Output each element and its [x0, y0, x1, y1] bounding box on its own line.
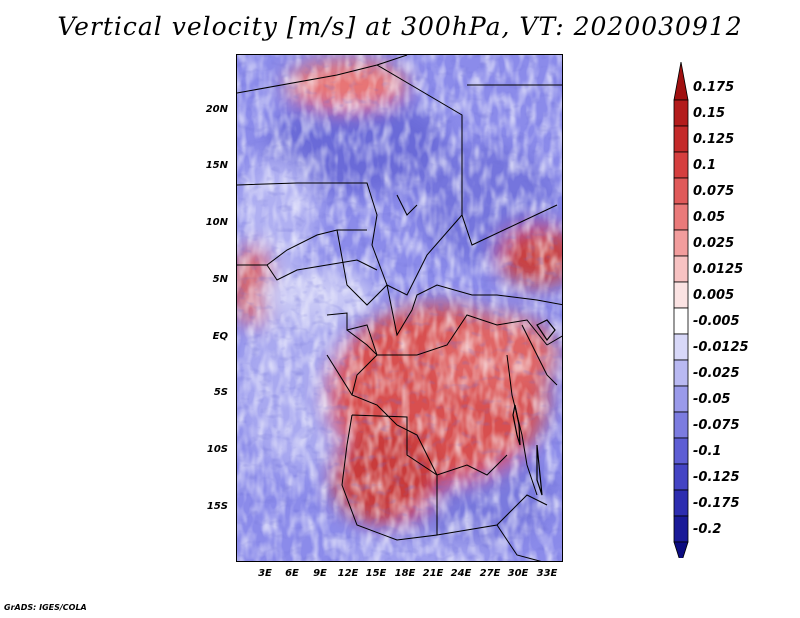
- country-boundaries: [237, 55, 562, 561]
- field-texture-dark: [237, 55, 562, 561]
- legend-label: -0.175: [693, 496, 740, 511]
- color-bar-segment: [673, 541, 689, 558]
- legend-label: -0.05: [693, 392, 731, 407]
- color-bar-segment: [673, 177, 689, 205]
- lon-label-27e: 27E: [479, 568, 501, 579]
- legend-label: 0.0125: [693, 262, 744, 277]
- lat-label-10n: 10N: [205, 217, 228, 228]
- lon-label-21e: 21E: [422, 568, 444, 579]
- color-bar-segment: [673, 229, 689, 257]
- legend-label: 0.005: [693, 288, 735, 303]
- lon-label-6e: 6E: [285, 568, 299, 579]
- lon-label-18e: 18E: [394, 568, 416, 579]
- lat-label-15n: 15N: [205, 160, 228, 171]
- legend-label: 0.125: [693, 132, 735, 147]
- lat-label-10s: 10S: [206, 444, 228, 455]
- legend-label: 0.025: [693, 236, 735, 251]
- lat-label-5s: 5S: [213, 387, 228, 398]
- color-bar-segment: [673, 385, 689, 413]
- color-bar-segment: [673, 203, 689, 231]
- legend-label: -0.075: [693, 418, 740, 433]
- map-panel: [236, 54, 563, 562]
- color-bar-segment: [673, 463, 689, 491]
- plot-title: Vertical velocity [m/s] at 300hPa, VT: 2…: [57, 12, 743, 41]
- lat-label-15s: 15S: [206, 501, 228, 512]
- velocity-field-map: [237, 55, 562, 561]
- color-bar-segment: [673, 307, 689, 335]
- lat-label-20n: 20N: [205, 104, 228, 115]
- color-bar-segment: [673, 411, 689, 439]
- lon-label-12e: 12E: [337, 568, 359, 579]
- lon-label-3e: 3E: [258, 568, 272, 579]
- color-bar-segment: [673, 359, 689, 387]
- color-bar-segment: [673, 151, 689, 179]
- legend-label: 0.05: [693, 210, 726, 225]
- lon-label-33e: 33E: [536, 568, 558, 579]
- color-bar-segment: [673, 62, 689, 101]
- legend-label: -0.2: [693, 522, 722, 537]
- color-bar-segment: [673, 125, 689, 153]
- lake-outlines: [512, 319, 556, 496]
- lon-label-15e: 15E: [365, 568, 387, 579]
- grads-credit: GrADS: IGES/COLA: [4, 603, 87, 612]
- color-bar-segment: [673, 281, 689, 309]
- legend-label: -0.0125: [693, 340, 749, 355]
- lon-label-30e: 30E: [507, 568, 529, 579]
- lon-label-9e: 9E: [313, 568, 327, 579]
- color-bar-segment: [673, 99, 689, 127]
- color-bar: [673, 62, 689, 558]
- legend-label: -0.025: [693, 366, 740, 381]
- legend-label: 0.1: [693, 158, 717, 173]
- legend-label: -0.005: [693, 314, 740, 329]
- legend-label: -0.1: [693, 444, 722, 459]
- color-bar-segment: [673, 255, 689, 283]
- lat-label-5n: 5N: [212, 274, 228, 285]
- color-bar-segment: [673, 515, 689, 543]
- legend-label: 0.075: [693, 184, 735, 199]
- color-bar-segment: [673, 489, 689, 517]
- color-bar-segment: [673, 333, 689, 361]
- lon-label-24e: 24E: [450, 568, 472, 579]
- legend-label: 0.175: [693, 80, 735, 95]
- legend-label: 0.15: [693, 106, 726, 121]
- legend-label: -0.125: [693, 470, 740, 485]
- color-bar-segment: [673, 437, 689, 465]
- lat-label-eq: EQ: [212, 331, 228, 342]
